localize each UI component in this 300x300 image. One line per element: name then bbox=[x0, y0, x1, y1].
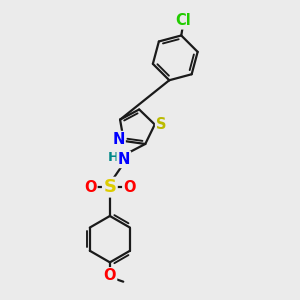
Text: N: N bbox=[112, 132, 125, 147]
Text: S: S bbox=[156, 117, 166, 132]
Text: H: H bbox=[108, 151, 119, 164]
Text: S: S bbox=[103, 178, 116, 196]
Text: Cl: Cl bbox=[175, 14, 190, 28]
Text: O: O bbox=[84, 180, 97, 195]
Text: O: O bbox=[103, 268, 116, 283]
Text: O: O bbox=[123, 180, 136, 195]
Text: N: N bbox=[118, 152, 130, 167]
